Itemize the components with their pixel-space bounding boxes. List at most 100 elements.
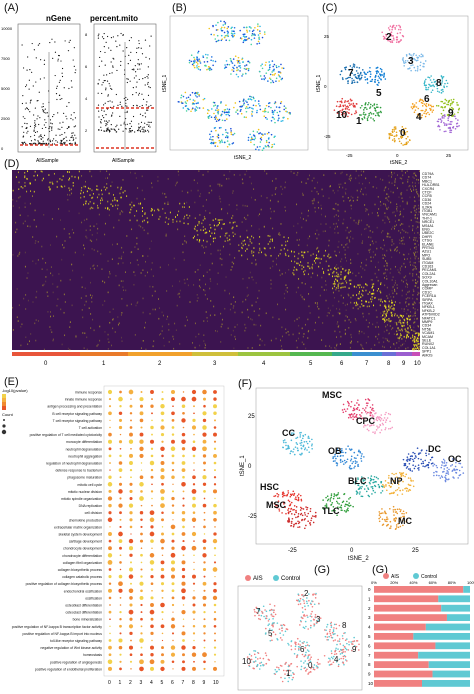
enrichment-dot [193,590,195,592]
tsne-cell-dot [247,136,250,139]
enrichment-dot [171,419,175,422]
enrichment-dot [107,496,113,501]
cluster-cell-dot [366,119,369,122]
cluster-cell-dot [421,114,423,117]
control-bar [428,661,470,668]
sample-dot [328,657,330,660]
tsne-cell-dot [244,107,247,110]
sample-dot [250,658,253,661]
sample-dot [257,608,260,610]
cluster-cell-dot [342,78,344,81]
sample-dot [344,650,346,653]
cluster-cell-dot [340,100,343,102]
enrichment-dot [129,603,133,607]
cluster-cell-dot [348,112,350,115]
enrichment-dot [150,666,154,671]
cell-type-dot [283,501,285,504]
tsne-cell-dot [240,37,243,40]
cluster-cell-dot [419,98,422,101]
sample-dot [330,650,333,652]
sample-dot [298,649,300,651]
cluster-color-bar [128,352,192,356]
f-xtick: 0 [350,548,354,554]
tsne-cell-dot [236,109,239,111]
enrichment-dot [213,603,217,607]
sample-dot [271,639,273,642]
tsne-cell-dot [192,102,195,105]
gene-label: FCER1A [422,294,437,298]
enrichment-dot [149,460,155,466]
cluster-cell-dot [387,39,389,42]
enrichment-dot [171,589,175,593]
cluster-cell-dot [437,118,440,121]
cell-type-dot [326,499,329,502]
sample-dot [330,626,333,628]
c-ytick: 25 [324,34,330,39]
tsne-cell-dot [188,108,190,111]
enrichment-dot [118,482,123,486]
gene-label: ENG [422,228,430,232]
cluster-cell-dot [389,132,392,135]
sample-dot [296,656,298,659]
enrichment-dot [149,510,155,516]
cluster-cell-dot [377,79,379,82]
sample-dot [305,625,307,628]
cell-type-dot [374,491,376,494]
tsne-cell-dot [249,95,251,98]
cell-type-dot [382,419,385,422]
enrichment-dot [181,666,186,671]
enrichment-dot [202,432,207,437]
go-term-label: mitotic spindle organization [61,497,102,501]
enrichment-dot [181,518,186,522]
cell-type-dot [402,524,404,527]
cell-type-dot [405,512,408,514]
sample-dot [338,650,341,653]
panel-a-violins: nGene percent.mito 100007500500025000864… [1,14,157,164]
sample-dot [307,654,310,656]
cell-type-label: BLC [348,476,367,486]
cluster-cell-dot [424,115,427,118]
cell-type-dot [444,464,447,467]
sample-dot [303,602,306,605]
sample-dot [264,627,267,630]
cell-type-dot [369,412,371,415]
cell-type-dot [297,493,300,495]
sample-dot [287,680,290,683]
tsne-cell-dot [282,67,285,70]
sample-dot [276,622,279,624]
gene-label: ATP6V0D2 [422,313,440,317]
enrichment-dot [171,433,175,436]
go-term-label: toll-like receptor signaling pathway [50,639,102,643]
tsne-cell-dot [212,25,214,28]
gene-label: UBE2C [422,231,434,235]
enrichment-dot [119,546,122,550]
enrichment-dot [171,582,175,586]
tsne-cell-dot [262,110,264,113]
sample-dot [337,665,340,668]
go-term-label: bone mineralization [73,618,103,622]
enrichment-dot [170,567,176,572]
tsne-cell-dot [196,96,198,98]
sample-dot [305,600,308,603]
tsne-cell-dot [181,102,183,104]
gene-label: RUNX2 [422,342,434,346]
cluster-cell-dot [445,99,448,102]
cell-type-dot [331,510,333,512]
cluster-cell-dot [447,117,450,119]
cell-type-dot [403,512,405,515]
tsne-cell-dot [212,142,215,145]
sample-dot [302,611,304,613]
sample-dot [310,624,312,627]
cell-type-dot [352,418,354,421]
g-row-label: 7 [368,653,371,658]
cell-type-dot [392,492,395,495]
cell-type-dot [417,464,420,466]
cell-type-dot [335,494,338,497]
tsne-cell-dot [202,98,205,101]
percent-mito-ytick: 4 [85,96,88,101]
tsne-cell-dot [274,72,277,75]
cluster-cell-dot [408,139,411,141]
gene-label: CD1C [422,290,432,294]
cluster-cell-dot [339,105,342,108]
cell-type-dot [377,477,379,480]
